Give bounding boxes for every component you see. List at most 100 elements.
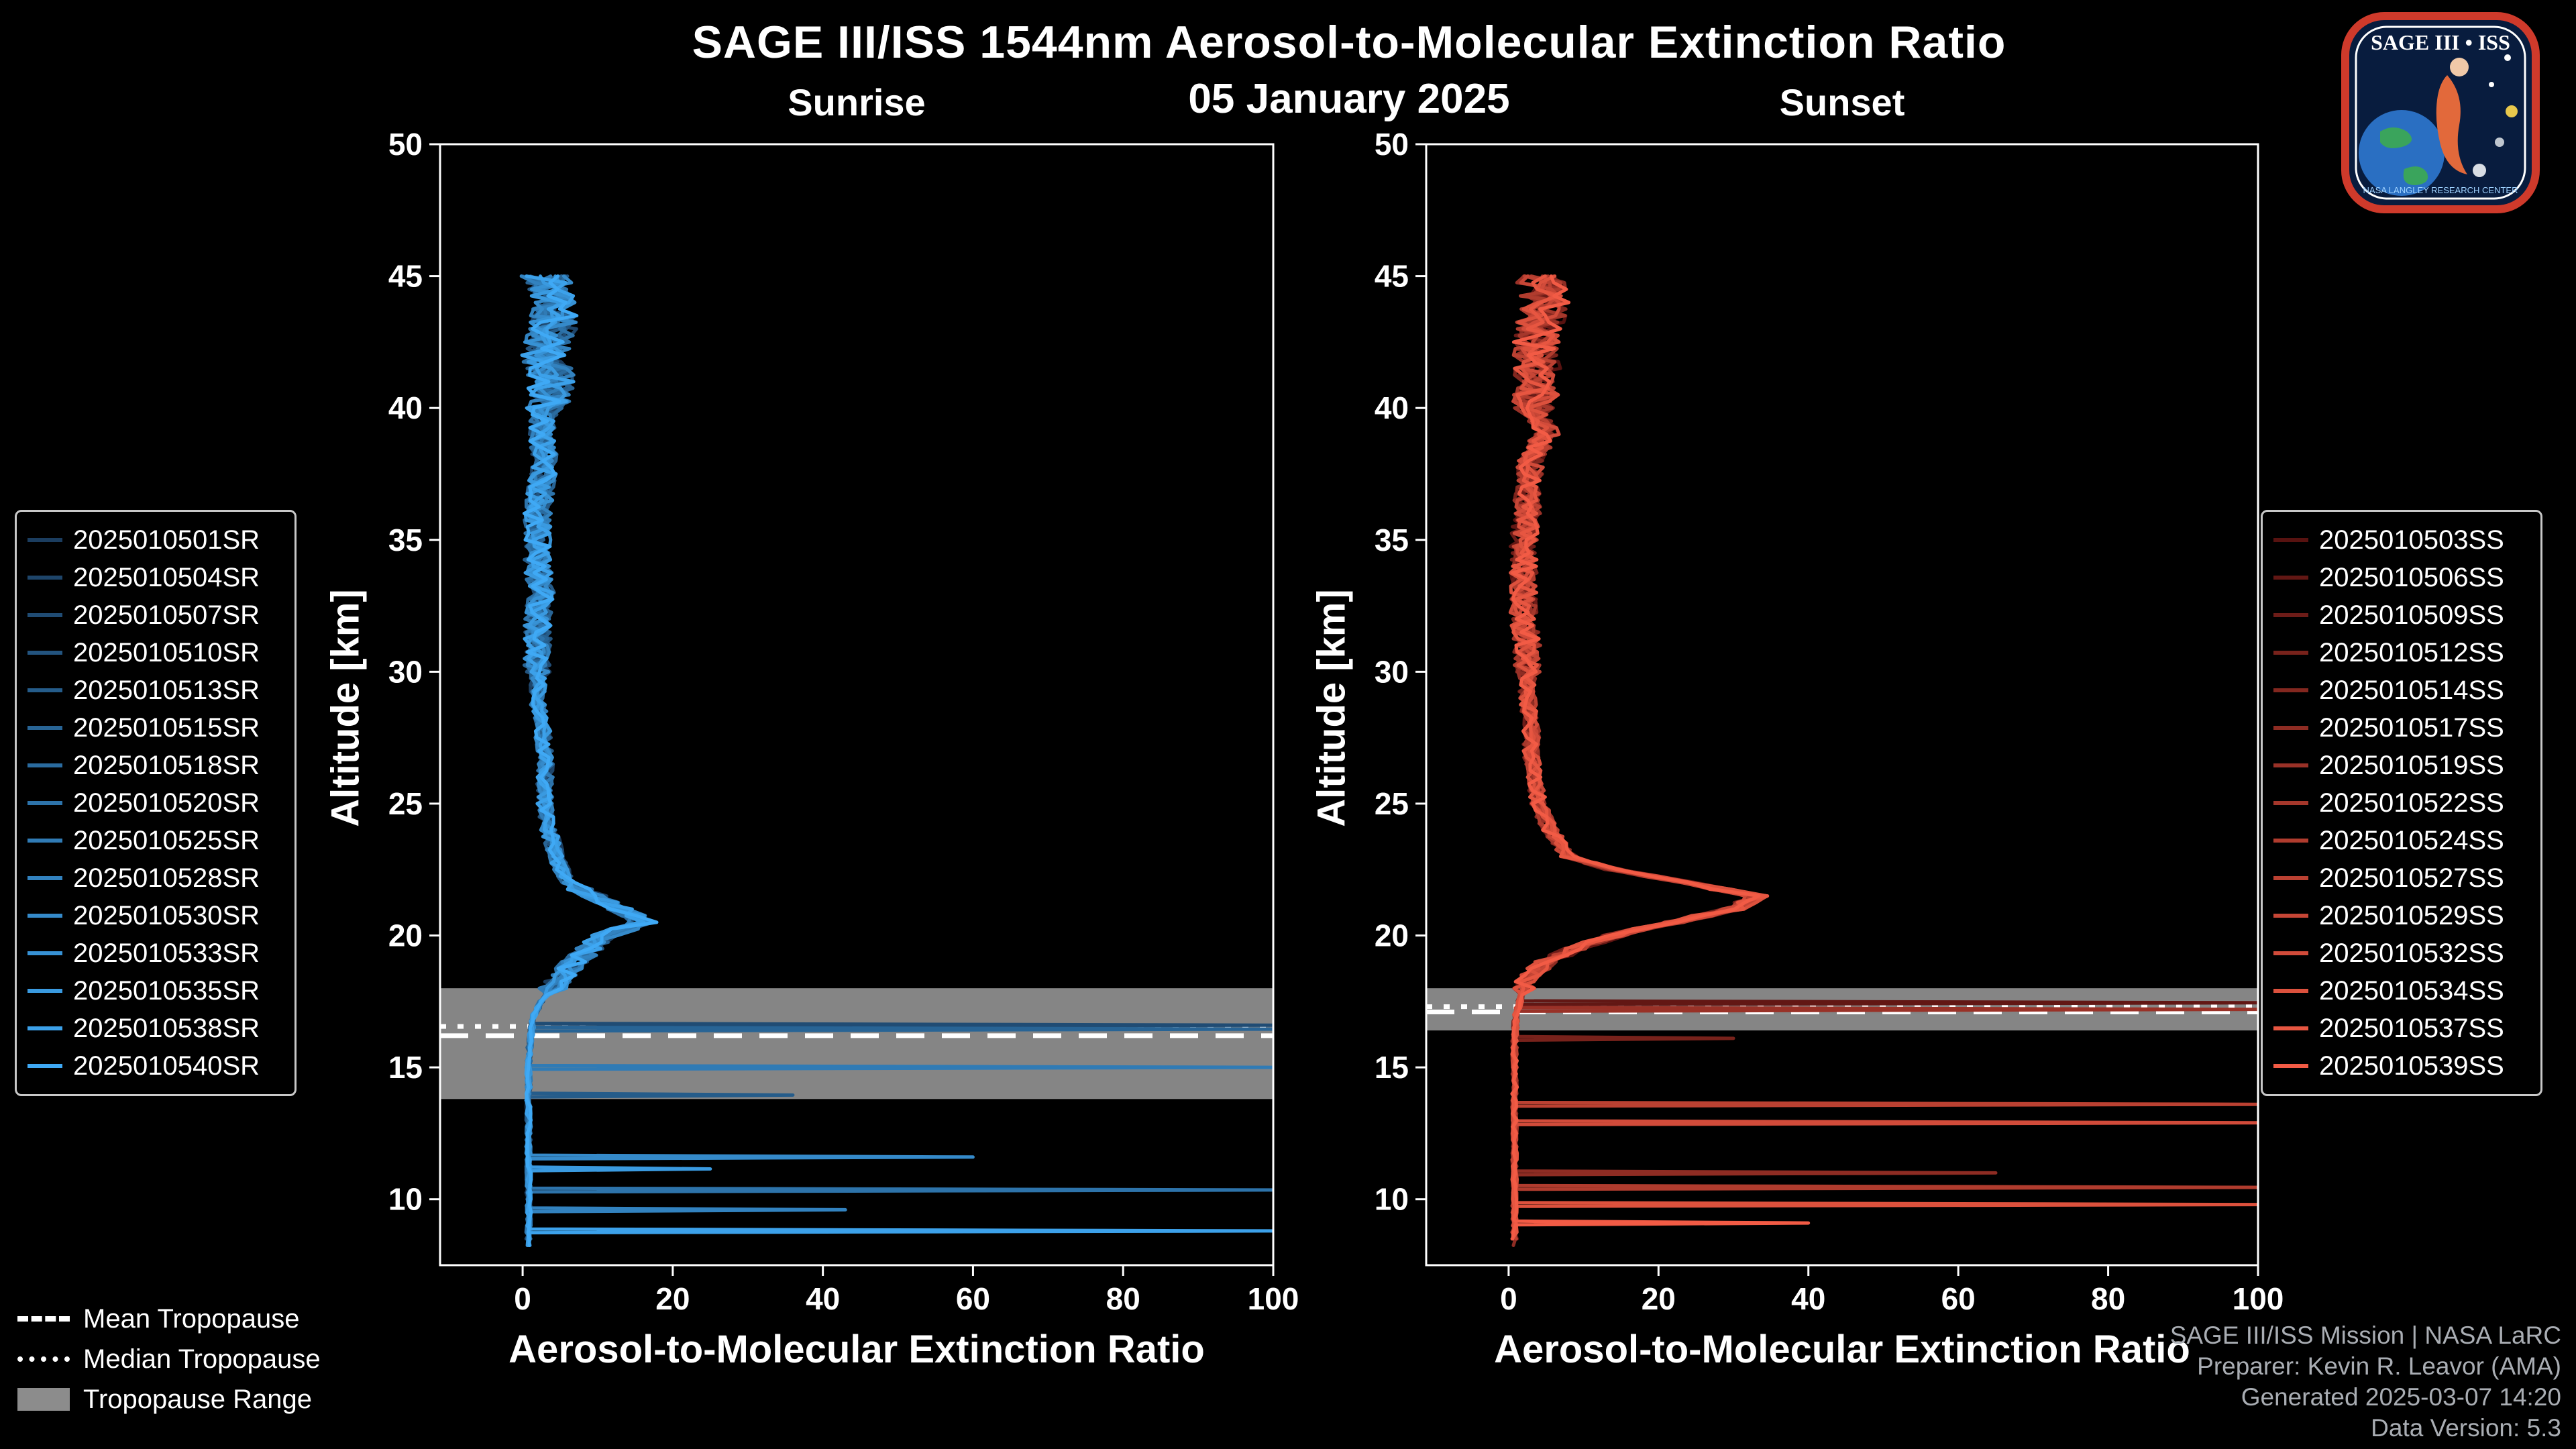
legend-item-label: 2025010503SS [2319,525,2504,555]
legend-item: 2025010539SS [2263,1047,2540,1085]
profile-line-2025010532SS [1508,274,2258,1228]
legend-item-label: 2025010534SS [2319,975,2504,1006]
profile-line-2025010528SR [519,274,847,1247]
y-tick-label: 35 [388,523,423,557]
y-tick-label: 30 [1375,654,1409,689]
sunset-legend: 2025010503SS 2025010506SS 2025010509SS 2025… [2261,510,2542,1096]
legend-item: 2025010510SR [17,634,294,672]
legend-item: 2025010530SR [17,897,294,934]
legend-item: 2025010507SR [17,596,294,634]
legend-item: 2025010512SS [2263,634,2540,672]
tropopause-range-band [440,988,1273,1099]
legend-line-swatch [28,1026,62,1030]
legend-item: 2025010519SS [2263,747,2540,784]
legend-line-swatch [28,688,62,692]
plot-area-sunrise [440,274,1273,1247]
y-tick-label: 25 [1375,786,1409,821]
legend-item-label: 2025010501SR [73,525,260,555]
legend-line-swatch [28,613,62,617]
y-tick-label: 30 [388,654,423,689]
date-subtitle: 05 January 2025 [1188,76,1510,122]
x-tick-label: 20 [655,1281,690,1316]
panel-title-sunrise: Sunrise [788,81,926,123]
legend-line-swatch [28,876,62,880]
legend-item-label: 2025010515SR [73,712,260,743]
x-tick-label: 0 [1500,1281,1517,1316]
legend-item-label: 2025010527SS [2319,863,2504,893]
legend-item: 2025010532SS [2263,934,2540,972]
y-tick-label: 10 [1375,1182,1409,1217]
legend-item: 2025010522SS [2263,784,2540,822]
legend-line-swatch [2273,989,2308,993]
legend-item-label: 2025010537SS [2319,1013,2504,1043]
mean-tropopause-label: Mean Tropopause [83,1303,300,1334]
legend-item-label: 2025010538SR [73,1013,260,1043]
legend-item-label: 2025010519SS [2319,750,2504,780]
legend-item: 2025010534SS [2263,972,2540,1010]
legend-line-swatch [2273,1026,2308,1030]
x-tick-label: 100 [2233,1281,2284,1316]
y-tick-label: 50 [388,127,423,162]
legend-line-swatch [28,951,62,955]
sage-logo-graphic: SAGE III • ISS NASA LANGLEY RESEARCH CEN… [2341,12,2540,213]
legend-line-swatch [28,1064,62,1068]
legend-item-label: 2025010529SS [2319,900,2504,930]
legend-item: 2025010514SS [2263,672,2540,709]
legend-line-swatch [28,538,62,542]
legend-item-label: 2025010532SS [2319,938,2504,968]
median-tropopause-legend-item: Median Tropopause [17,1339,321,1379]
y-tick-label: 35 [1375,523,1409,557]
y-tick-label: 45 [1375,259,1409,294]
legend-item: 2025010506SS [2263,559,2540,596]
legend-item-label: 2025010524SS [2319,825,2504,855]
gray-band-swatch [17,1388,70,1411]
y-tick-label: 20 [388,918,423,953]
legend-item: 2025010515SR [17,709,294,747]
profile-line-2025010517SS [1510,274,1998,1247]
profile-line-2025010527SS [1510,274,2258,1241]
dashed-line-swatch [17,1316,70,1322]
legend-item: 2025010501SR [17,521,294,559]
dotted-line-swatch [17,1356,70,1362]
legend-item: 2025010533SR [17,934,294,972]
legend-item: 2025010520SR [17,784,294,822]
legend-item: 2025010535SR [17,972,294,1010]
x-tick-label: 100 [1248,1281,1299,1316]
tropopause-range-legend-item: Tropopause Range [17,1379,321,1419]
legend-item-label: 2025010539SS [2319,1051,2504,1081]
legend-item-label: 2025010533SR [73,938,260,968]
y-tick-label: 50 [1375,127,1409,162]
legend-item: 2025010538SR [17,1010,294,1047]
legend-line-swatch [2273,951,2308,955]
legend-line-swatch [2273,801,2308,805]
legend-item-label: 2025010520SR [73,788,260,818]
panel-title-sunset: Sunset [1779,81,1905,123]
legend-line-swatch [28,651,62,655]
page-title: SAGE III/ISS 1544nm Aerosol-to-Molecular… [692,17,2006,68]
y-tick-label: 15 [1375,1050,1409,1085]
plot-area-sunset [1426,274,2258,1247]
x-tick-label: 60 [1941,1281,1976,1316]
legend-line-swatch [2273,839,2308,843]
tropopause-legend: Mean Tropopause Median Tropopause Tropop… [17,1299,321,1419]
legend-line-swatch [2273,763,2308,767]
legend-item-label: 2025010530SR [73,900,260,930]
profile-line-2025010506SS [1508,274,2258,1241]
legend-line-swatch [2273,876,2308,880]
legend-item-label: 2025010512SS [2319,637,2504,667]
legend-item-label: 2025010509SS [2319,600,2504,630]
logo-subtitle: NASA LANGLEY RESEARCH CENTER [2363,185,2518,195]
x-tick-label: 60 [956,1281,990,1316]
y-tick-label: 15 [388,1050,423,1085]
x-tick-label: 20 [1642,1281,1676,1316]
legend-item: 2025010509SS [2263,596,2540,634]
x-tick-label: 40 [1791,1281,1825,1316]
legend-line-swatch [2273,651,2308,655]
sage-iss-logo: SAGE III • ISS NASA LANGLEY RESEARCH CEN… [2340,11,2541,215]
legend-item-label: 2025010525SR [73,825,260,855]
attribution-text: SAGE III/ISS Mission | NASA LaRC Prepare… [2170,1320,2561,1444]
profile-line-2025010519SS [1510,274,2258,1234]
legend-item: 2025010504SR [17,559,294,596]
legend-item: 2025010518SR [17,747,294,784]
